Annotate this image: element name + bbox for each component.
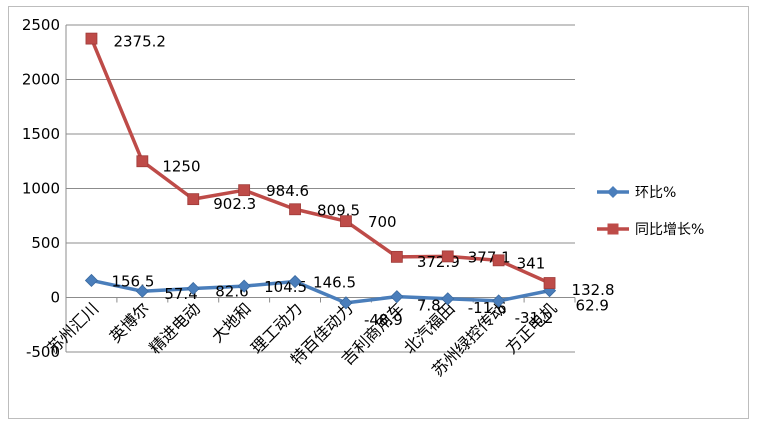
- data-label: 700: [368, 213, 397, 231]
- x-category-label: 精进电动: [145, 299, 204, 358]
- data-point: [340, 215, 352, 228]
- data-point: [339, 296, 353, 310]
- data-label: 1250: [162, 157, 200, 175]
- data-label: 902.3: [213, 195, 256, 213]
- data-label: 62.9: [576, 297, 609, 315]
- data-point: [85, 32, 98, 45]
- data-label: 146.5: [313, 274, 356, 292]
- y-tick-label: 0: [50, 289, 60, 307]
- data-point: [238, 184, 251, 197]
- y-tick-label: 1500: [22, 125, 60, 143]
- data-label: 156.5: [111, 272, 154, 290]
- legend-marker-diamond: [607, 186, 619, 198]
- data-label: 809.5: [317, 201, 360, 219]
- y-tick-label: -500: [26, 343, 60, 361]
- data-label: 984.6: [266, 182, 309, 200]
- data-point: [390, 290, 404, 304]
- legend-label: 环比%: [635, 185, 676, 201]
- data-point: [84, 273, 99, 288]
- data-point: [186, 281, 200, 296]
- series-line-tongbi: [89, 37, 551, 285]
- data-point: [135, 284, 149, 298]
- data-point: [492, 294, 506, 308]
- series-line-huanbi: [91, 278, 550, 305]
- data-point: [136, 155, 149, 168]
- data-point: [441, 292, 455, 306]
- data-point: [492, 254, 505, 267]
- x-category-label: 大地和: [208, 299, 255, 346]
- data-label: 341: [517, 254, 546, 272]
- data-label: -48.9: [364, 311, 403, 329]
- legend-marker-square: [607, 223, 619, 235]
- data-point: [441, 250, 454, 263]
- y-tick-label: 2500: [22, 16, 60, 34]
- data-point: [390, 250, 403, 263]
- data-label: 132.8: [572, 281, 615, 299]
- data-point: [187, 193, 200, 206]
- data-label: 7.8: [417, 297, 441, 315]
- y-tick-label: 2000: [22, 71, 60, 89]
- data-point: [288, 274, 302, 289]
- y-tick-label: 1000: [22, 180, 60, 198]
- x-category-label: 方正电机: [502, 299, 561, 358]
- chart-frame: [8, 6, 749, 419]
- x-category-label: 苏州汇川: [44, 299, 103, 358]
- legend-label: 同比增长%: [635, 222, 704, 238]
- data-label: 2375.2: [113, 33, 166, 51]
- y-tick-label: 500: [31, 234, 60, 252]
- data-point: [289, 203, 301, 216]
- data-point: [543, 277, 556, 289]
- x-category-label: 英博尔: [106, 299, 153, 346]
- data-point: [237, 279, 251, 293]
- data-label: -31.2: [515, 309, 554, 327]
